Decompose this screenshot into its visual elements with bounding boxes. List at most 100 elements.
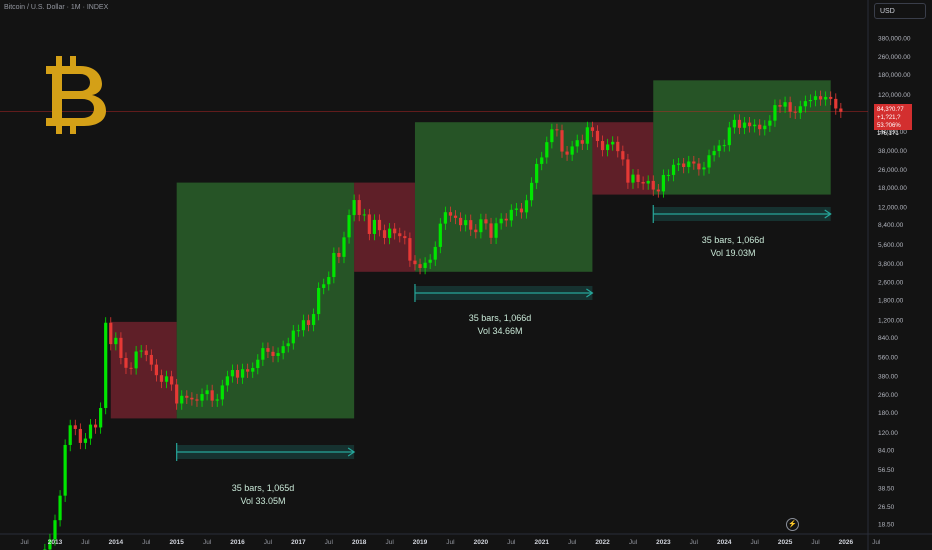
candle-body [235,370,240,378]
candle-body [104,322,108,408]
candle-body [565,151,569,155]
y-tick-label: 840.00 [878,335,898,342]
candle-body [210,390,214,401]
candle-body [585,127,589,144]
candle-body [164,376,169,382]
candle-body [697,163,701,170]
candle-body [768,120,772,126]
y-tick-label: 380,000.00 [878,36,911,43]
candle-body [550,129,554,143]
candle-body [611,141,615,145]
candle-body [185,395,189,398]
x-tick-label: 2013 [48,539,63,546]
candle-body [829,96,833,99]
candle-body [175,384,179,404]
candle-body [403,236,407,239]
candle-body [631,174,635,183]
candle-body [621,151,625,160]
candle-body [367,214,371,234]
candle-body [519,208,524,213]
candle-body [459,217,463,226]
candle-body [707,155,711,168]
candle-body [246,369,250,372]
x-tick-label: 2020 [474,539,489,546]
candle-body [798,106,802,113]
y-tick-label: 12,000.00 [878,205,907,212]
y-tick-label: 120.00 [878,430,898,437]
candle-body [88,424,93,439]
candle-body [109,322,113,345]
x-tick-label: 2016 [230,539,245,546]
candle-body [626,159,630,183]
candle-body [256,359,260,369]
candle-body [732,119,736,128]
x-tick-label: Jul [20,539,29,546]
measure-arrow-head [586,288,594,298]
y-tick-label: 2,600.00 [878,279,904,286]
candle-body [377,219,382,231]
x-tick-label: Jul [81,539,90,546]
candle-body [428,259,432,263]
x-tick-label: Jul [507,539,516,546]
measure-arrow-head [347,447,356,457]
candle-body [205,390,209,395]
candle-body [504,218,508,221]
candle-body [296,330,300,332]
candle-body [742,122,747,128]
candle-body [499,218,503,224]
candle-body [469,220,473,230]
x-tick-label: Jul [690,539,699,546]
candle-body [119,337,123,358]
measure-vol-1: Vol 33.05M [240,496,286,506]
candle-body [717,145,721,152]
x-tick-label: 2019 [413,539,428,546]
y-tick-label: 5,600.00 [878,242,904,249]
y-tick-label: 180,000.00 [878,72,911,79]
candle-body [93,424,98,428]
candle-body [149,354,153,365]
candle-body [276,353,280,356]
candle-body [200,394,204,401]
candle-body [479,219,483,233]
candle-body [266,348,270,352]
candle-body [682,163,686,168]
candle-body [281,346,285,354]
candle-body [555,129,559,131]
y-tick-label: 180.00 [878,410,898,417]
y-tick-label: 56,000.00 [878,129,907,136]
y-tick-label: 260,000.00 [878,54,911,61]
candle-body [332,252,336,278]
x-tick-label: Jul [203,539,212,546]
candle-body [180,395,184,404]
lightning-icon[interactable]: ⚡ [786,518,799,531]
candle-body [154,364,158,376]
x-tick-label: Jul [385,539,394,546]
candle-body [408,238,412,261]
candle-body [722,145,726,147]
candle-body [474,229,478,233]
candle-body [656,189,660,192]
candle-body [352,200,356,216]
candle-body [600,141,605,151]
candle-body [540,157,544,164]
x-tick-label: Jul [872,539,881,546]
x-tick-label: 2022 [595,539,610,546]
measure-label-2: 35 bars, 1,066d Vol 34.66M [440,312,560,338]
candle-body [514,208,518,210]
candle-body [311,314,316,325]
candle-body [129,367,133,369]
candle-body [382,230,387,238]
range-box-bull [414,122,593,272]
candle-body [438,223,442,247]
x-tick-label: 2015 [169,539,184,546]
candle-body [159,375,164,382]
candle-body [783,102,787,107]
candle-body [834,98,838,109]
candle-body [753,124,757,127]
measure-label-1: 35 bars, 1,065d Vol 33.05M [203,482,323,508]
candle-body [53,520,57,540]
currency-selector[interactable]: USD [874,3,926,19]
range-box-bull [176,182,355,419]
x-tick-label: Jul [629,539,638,546]
